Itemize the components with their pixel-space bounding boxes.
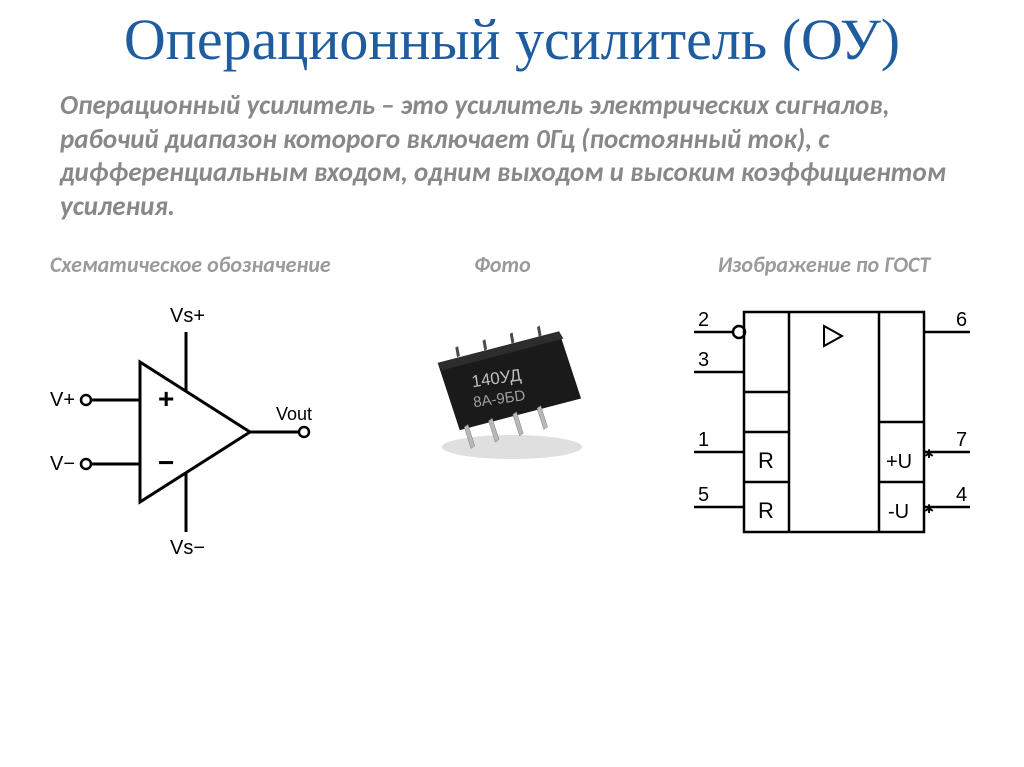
col-label-photo: Фото [474,252,531,278]
page-title: Операционный усилитель (ОУ) [40,10,984,71]
pin-7: 7 [956,429,967,451]
pin-5: 5 [698,484,709,506]
gost-svg: ✱ ✱ 2 3 1 5 6 7 4 R R +U -U [674,292,974,552]
pin-6: 6 [956,309,967,331]
pin-1: 1 [698,429,709,451]
label-vout: Vout [276,404,312,424]
description-text: Операционный усилитель – это усилитель э… [60,89,964,224]
col-schematic: Схематическое обозначение + − V+ V− Vout… [50,252,331,572]
col-gost: Изображение по ГОСТ [674,252,974,552]
svg-text:✱: ✱ [924,502,934,516]
gost-uminus: -U [888,501,909,523]
pin-4: 4 [956,484,967,506]
pin-3: 3 [698,349,709,371]
label-vsplus: Vs+ [170,305,205,327]
chip-photo: 140УД 8А-9БD [402,292,602,492]
label-vminus: V− [50,453,75,475]
inner-plus: + [158,383,174,414]
label-vplus: V+ [50,389,75,411]
schematic-svg: + − V+ V− Vout Vs+ Vs− [50,292,330,572]
gost-r2: R [758,498,774,523]
col-photo: Фото 140УД 8А-9БD [402,252,602,492]
gost-uplus: +U [886,451,912,473]
col-label-gost: Изображение по ГОСТ [718,252,931,278]
svg-text:✱: ✱ [924,447,934,461]
label-vsminus: Vs− [170,537,205,559]
pin-2: 2 [698,309,709,331]
inner-minus: − [158,447,174,478]
col-label-schematic: Схематическое обозначение [50,252,331,278]
columns-row: Схематическое обозначение + − V+ V− Vout… [50,252,974,572]
gost-r1: R [758,448,774,473]
